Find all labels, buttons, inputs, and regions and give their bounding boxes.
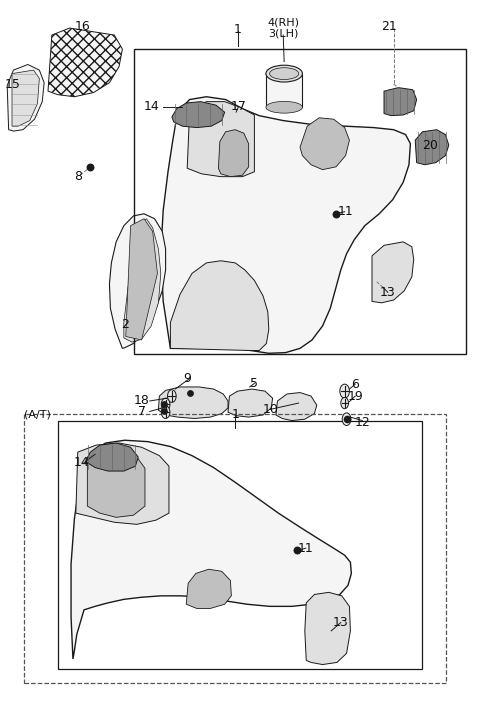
Circle shape xyxy=(341,397,348,409)
Text: 12: 12 xyxy=(355,416,370,429)
Text: 13: 13 xyxy=(333,616,348,629)
Text: 14: 14 xyxy=(144,100,159,113)
Text: 1: 1 xyxy=(234,23,241,36)
Text: 18: 18 xyxy=(133,395,150,407)
Bar xyxy=(266,74,302,107)
Polygon shape xyxy=(172,102,225,128)
Bar xyxy=(134,49,466,354)
Polygon shape xyxy=(7,64,44,131)
Circle shape xyxy=(161,406,170,418)
Text: 11: 11 xyxy=(298,542,313,554)
Polygon shape xyxy=(124,219,161,342)
Text: 7: 7 xyxy=(138,405,145,418)
Point xyxy=(86,161,94,172)
Polygon shape xyxy=(12,70,39,126)
Circle shape xyxy=(161,398,170,411)
Text: (A/T): (A/T) xyxy=(24,410,50,420)
Polygon shape xyxy=(384,88,417,116)
Point xyxy=(160,406,168,417)
Text: 11: 11 xyxy=(338,205,353,218)
Text: 14: 14 xyxy=(74,456,89,469)
Polygon shape xyxy=(48,28,122,97)
Polygon shape xyxy=(126,219,157,340)
Circle shape xyxy=(340,384,349,398)
Text: 20: 20 xyxy=(421,139,438,151)
Polygon shape xyxy=(187,102,254,177)
Text: 3(LH): 3(LH) xyxy=(268,29,299,39)
Circle shape xyxy=(342,413,351,426)
Polygon shape xyxy=(76,443,169,524)
Text: 13: 13 xyxy=(380,286,396,299)
Text: 5: 5 xyxy=(251,377,258,390)
Ellipse shape xyxy=(266,102,302,113)
Point xyxy=(332,208,340,219)
Polygon shape xyxy=(372,242,414,303)
Bar xyxy=(58,421,422,669)
Point xyxy=(186,387,193,398)
Text: 19: 19 xyxy=(348,390,363,402)
Polygon shape xyxy=(87,450,145,517)
Polygon shape xyxy=(161,97,410,353)
Polygon shape xyxy=(170,261,269,350)
Circle shape xyxy=(168,390,176,402)
Point xyxy=(343,414,350,425)
Polygon shape xyxy=(186,569,231,608)
Polygon shape xyxy=(228,389,273,417)
Polygon shape xyxy=(276,393,317,421)
Polygon shape xyxy=(305,592,350,665)
Text: 17: 17 xyxy=(231,100,247,113)
Polygon shape xyxy=(218,130,249,177)
Polygon shape xyxy=(71,440,351,659)
Text: 1: 1 xyxy=(231,409,239,421)
Polygon shape xyxy=(109,214,166,348)
Polygon shape xyxy=(158,387,228,418)
Bar xyxy=(24,414,446,683)
Point xyxy=(160,399,168,410)
Text: 4(RH): 4(RH) xyxy=(267,18,299,27)
Text: 10: 10 xyxy=(262,403,278,416)
Text: 16: 16 xyxy=(75,20,91,33)
Point xyxy=(293,545,300,556)
Text: 9: 9 xyxy=(183,372,191,385)
Ellipse shape xyxy=(266,65,302,82)
Polygon shape xyxy=(85,443,138,471)
Text: 8: 8 xyxy=(74,170,82,183)
Text: 6: 6 xyxy=(351,378,359,390)
Polygon shape xyxy=(300,118,349,170)
Text: 21: 21 xyxy=(381,20,396,33)
Ellipse shape xyxy=(270,68,299,79)
Text: 15: 15 xyxy=(5,78,21,90)
Text: 2: 2 xyxy=(121,318,129,331)
Polygon shape xyxy=(415,130,449,165)
